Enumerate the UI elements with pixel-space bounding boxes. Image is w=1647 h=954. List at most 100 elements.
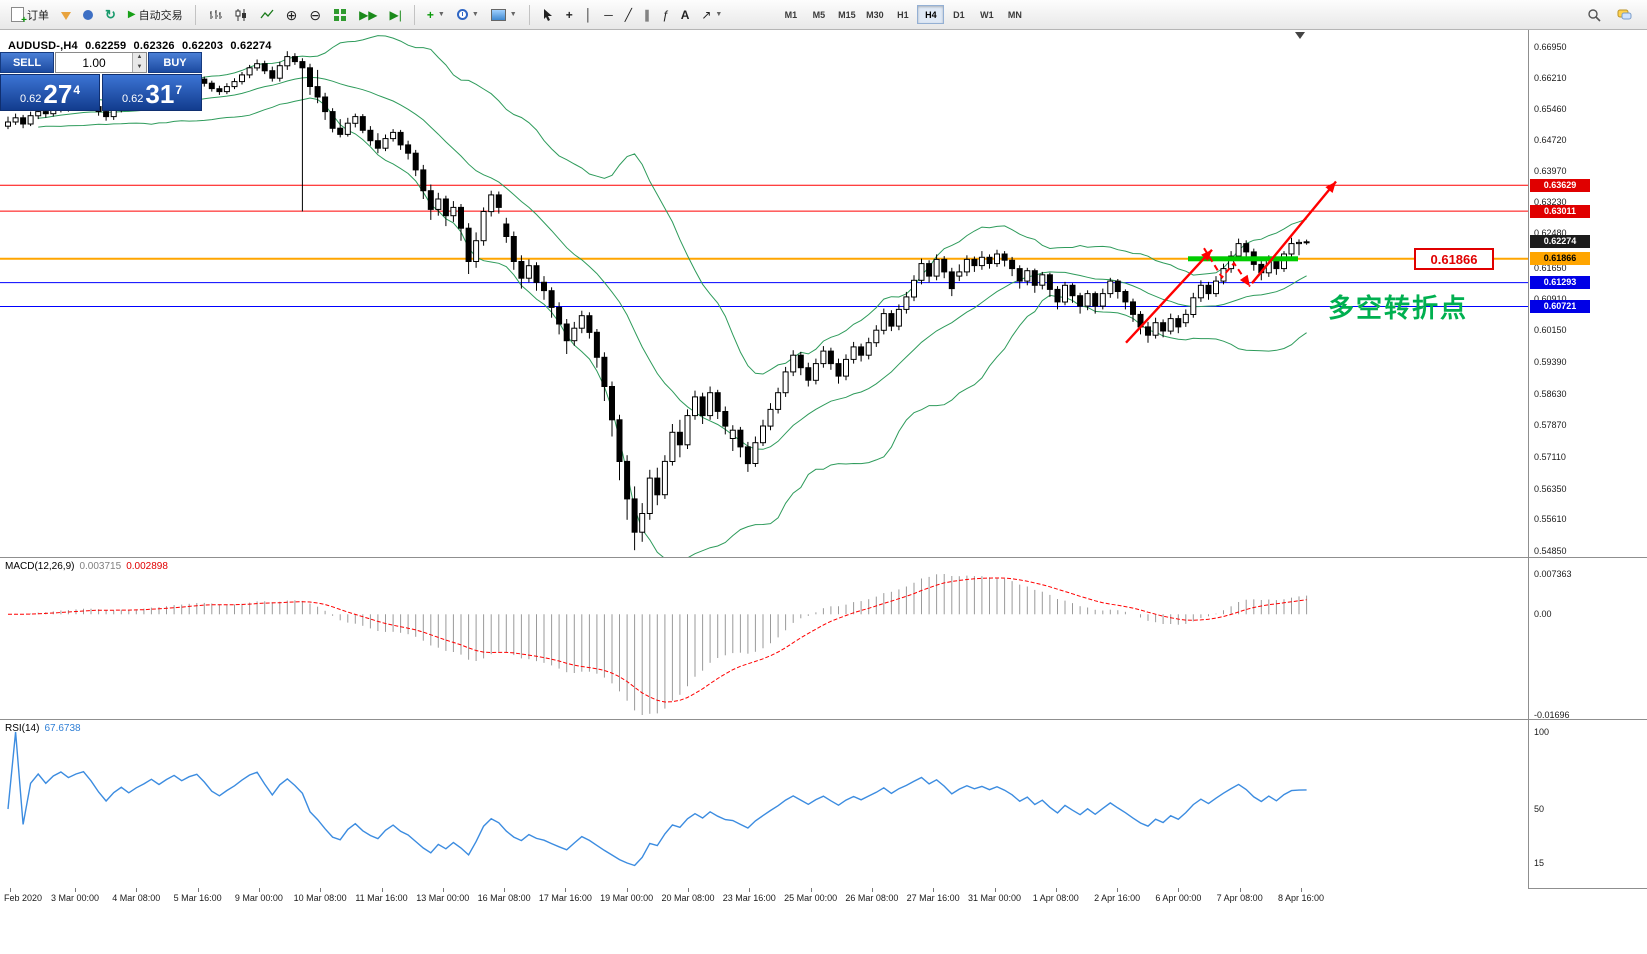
horizontal-line-button[interactable]: ─ — [599, 3, 618, 27]
play-icon: ▶ — [127, 9, 136, 20]
line-chart-button[interactable] — [255, 3, 279, 27]
rsi-panel-separator[interactable] — [0, 719, 1647, 720]
candlestick-button[interactable] — [229, 3, 253, 27]
arrows-button[interactable]: ↗ ▼ — [696, 3, 727, 27]
text-icon: A — [680, 7, 690, 22]
date-label: 31 Mar 00:00 — [967, 893, 1022, 903]
date-label: 6 Apr 00:00 — [1155, 893, 1202, 903]
trend-arrow-1[interactable] — [1125, 248, 1213, 344]
date-label: 9 Mar 00:00 — [234, 893, 283, 903]
price-axis-label: 0.61650 — [1534, 262, 1567, 273]
turning-point-label[interactable]: 多空转折点 — [1328, 293, 1469, 323]
scale-shift-marker[interactable] — [1295, 32, 1305, 39]
buy-price-point: 7 — [175, 83, 183, 97]
sell-price-button[interactable]: 0.62 27 4 — [0, 74, 100, 111]
macd-axis[interactable]: 0.007363 0.00 -0.01696 — [1529, 558, 1647, 720]
date-label: 20 Mar 08:00 — [661, 893, 715, 903]
timeframe-h1[interactable]: H1 — [889, 5, 916, 24]
volume-up-button[interactable]: ▲ — [133, 53, 146, 63]
macd-chart[interactable] — [0, 558, 1528, 719]
chevron-down-icon: ▼ — [715, 11, 723, 18]
filter-button[interactable] — [56, 3, 76, 27]
tile-windows-button[interactable] — [328, 3, 352, 27]
date-tick — [1301, 888, 1302, 892]
timeframe-m1[interactable]: M1 — [777, 5, 804, 24]
indicators-button[interactable]: + ▼ — [422, 3, 450, 27]
timeframe-m30[interactable]: M30 — [861, 5, 888, 24]
auto-scroll-icon: ▶▶ — [359, 7, 378, 22]
templates-button[interactable]: ▼ — [486, 3, 522, 27]
timeframe-m15[interactable]: M15 — [833, 5, 860, 24]
shift-chart-button[interactable]: ▶| — [385, 3, 407, 27]
volume-stepper: ▲ ▼ — [132, 53, 146, 72]
rsi-chart[interactable] — [0, 720, 1528, 887]
date-tick — [810, 888, 812, 892]
timeframe-m5[interactable]: M5 — [805, 5, 832, 24]
trendline-button[interactable]: ╱ — [620, 3, 637, 27]
support-band[interactable] — [1188, 256, 1298, 262]
search-button[interactable] — [1582, 3, 1606, 27]
date-tick — [504, 888, 506, 892]
macd-histogram — [15, 574, 1308, 715]
new-order-button[interactable]: 订单 — [6, 3, 54, 27]
date-axis[interactable]: Feb 2020 3 Mar 00:00 4 Mar 08:00 5 Mar 16:0… — [0, 888, 1528, 910]
timeframe-d1[interactable]: D1 — [945, 5, 972, 24]
new-order-icon — [11, 7, 27, 26]
volume-input[interactable] — [56, 53, 132, 72]
main-chart[interactable] — [0, 30, 1528, 557]
toolbar-separator — [413, 4, 415, 25]
periods-button[interactable]: ▼ — [452, 3, 484, 27]
fibonacci-button[interactable]: ƒ — [657, 3, 674, 27]
cursor-button[interactable] — [537, 3, 559, 27]
crosshair-button[interactable]: + — [561, 3, 578, 27]
channel-button[interactable]: ∥ — [639, 3, 655, 27]
price-axis-label: 0.54850 — [1534, 546, 1567, 556]
candlestick-series — [5, 51, 1310, 551]
price-axis-label: 0.62480 — [1534, 228, 1567, 239]
sell-button[interactable]: SELL — [0, 52, 54, 73]
zoom-out-button[interactable]: ⊖ — [304, 3, 326, 27]
vertical-line-button[interactable]: │ — [580, 3, 598, 27]
date-label: 13 Mar 00:00 — [416, 893, 470, 903]
zoom-out-icon: ⊖ — [309, 6, 322, 23]
trendline-icon: ╱ — [624, 7, 632, 22]
macd-signal-value: 0.002898 — [126, 561, 168, 572]
rsi-value: 67.6738 — [44, 723, 81, 734]
buy-button[interactable]: BUY — [148, 52, 202, 73]
macd-panel-separator[interactable] — [0, 557, 1647, 558]
auto-scroll-button[interactable]: ▶▶ — [354, 3, 382, 27]
profile-button[interactable] — [78, 3, 98, 27]
chart-annotations[interactable] — [1125, 180, 1337, 344]
date-tick — [871, 888, 873, 892]
funnel-icon — [61, 11, 71, 20]
timeframe-h4[interactable]: H4 — [917, 5, 945, 24]
price-tag-0.63011: 0.63011 — [1530, 204, 1590, 218]
pullback-zigzag[interactable] — [1203, 247, 1251, 288]
price-axis[interactable]: 0.66950 0.66210 0.65460 0.64720 0.63970 0.632… — [1529, 30, 1647, 557]
timeframe-w1[interactable]: W1 — [973, 5, 1000, 24]
chevron-down-icon: ▼ — [437, 11, 445, 18]
autotrading-button[interactable]: ▶ 自动交易 — [123, 3, 188, 27]
zoom-in-button[interactable]: ⊕ — [281, 3, 303, 27]
trend-arrow-2[interactable] — [1251, 180, 1337, 284]
price-tag-0.60721: 0.60721 — [1530, 299, 1590, 313]
chat-button[interactable] — [1612, 3, 1637, 27]
line-chart-icon — [260, 9, 274, 18]
rsi-axis[interactable]: 100 50 15 — [1529, 720, 1647, 887]
bar-chart-button[interactable] — [203, 3, 227, 27]
bar-chart-icon — [209, 9, 222, 19]
price-axis-border — [1528, 30, 1529, 888]
volume-down-button[interactable]: ▼ — [133, 62, 146, 72]
price-axis-label: 0.60910 — [1534, 293, 1567, 304]
new-order-label: 订单 — [27, 9, 49, 22]
arrowhead — [1325, 181, 1336, 193]
date-label: 23 Mar 16:00 — [722, 893, 776, 903]
text-button[interactable]: A — [676, 3, 695, 27]
rsi-line — [7, 731, 1307, 867]
price-callout-box[interactable]: 0.61866 — [1414, 248, 1494, 270]
buy-price-button[interactable]: 0.62 31 7 — [102, 74, 202, 111]
timeframe-mn[interactable]: MN — [1001, 5, 1028, 24]
buy-price-prefix: 0.62 — [121, 93, 144, 105]
one-click-trade-panel: SELL ▲ ▼ BUY 0.62 27 4 0.62 31 7 — [0, 52, 202, 111]
refresh-button[interactable]: ↻ — [100, 3, 121, 27]
